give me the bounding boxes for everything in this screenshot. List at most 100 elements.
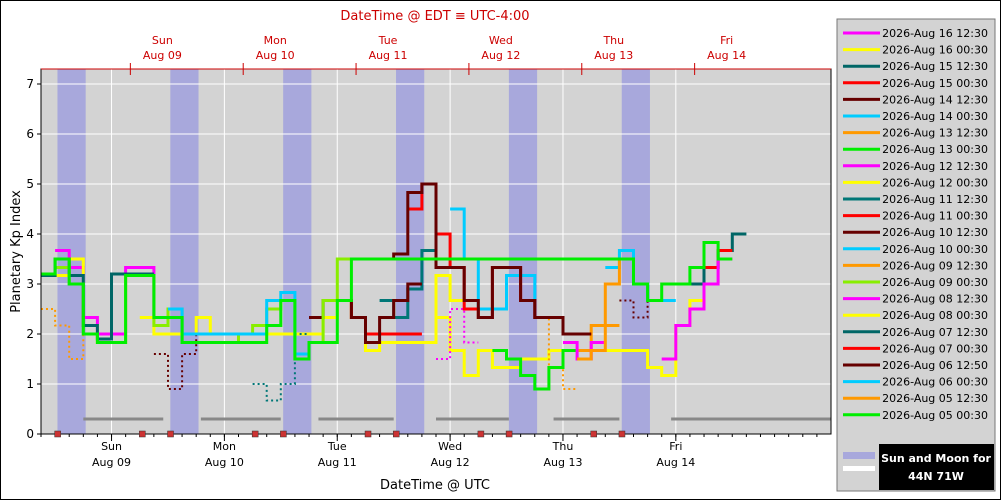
legend-box: [836, 18, 996, 492]
legend-entry: 2026-Aug 12 00:30: [882, 176, 988, 189]
top-tick-date: Aug 14: [707, 49, 746, 62]
x-axis-label: DateTime @ UTC: [380, 478, 490, 493]
series-observed-line: [661, 257, 733, 361]
x-tick-date: Aug 10: [205, 456, 244, 469]
night-band: [170, 69, 199, 434]
x-tick-day: Thu: [552, 440, 574, 453]
series-forecast-line: [619, 299, 662, 319]
legend-entry: 2026-Aug 15 00:30: [882, 77, 988, 90]
sun-moon-label: Sun and Moon for: [881, 452, 991, 465]
series-2026-aug-13-00-30: [492, 349, 578, 391]
legend-entry: 2026-Aug 13 00:30: [882, 143, 988, 156]
series-2026-aug-08-12-30: [661, 257, 733, 361]
y-tick-label: 0: [26, 427, 34, 441]
sunrise-sunset-marker: [364, 430, 372, 438]
top-tick-day: Fri: [720, 34, 733, 47]
legend-night-swatch: [843, 452, 875, 459]
y-axis-label: Planetary Kp Index: [9, 190, 24, 313]
night-band: [396, 69, 425, 434]
legend-entry: 2026-Aug 09 12:30: [882, 259, 988, 272]
top-tick-day: Tue: [378, 34, 398, 47]
legend-moon-swatch: [843, 466, 875, 471]
y-tick-label: 7: [26, 77, 34, 91]
top-tick-date: Aug 09: [143, 49, 182, 62]
legend-entry: 2026-Aug 14 00:30: [882, 110, 988, 123]
legend-entry: 2026-Aug 10 12:30: [882, 226, 988, 239]
y-tick-label: 5: [26, 177, 34, 191]
series-2026-aug-05-12-30: [577, 324, 620, 361]
legend-entry: 2026-Aug 14 12:30: [882, 93, 988, 106]
legend-entry: 2026-Aug 13 12:30: [882, 127, 988, 140]
top-tick-date: Aug 11: [369, 49, 408, 62]
x-tick-day: Wed: [438, 440, 462, 453]
legend: 2026-Aug 16 12:30 2026-Aug 16 00:30 2026-A…: [836, 18, 996, 492]
series-forecast-line: [153, 333, 211, 390]
x-tick-date: Aug 11: [318, 456, 357, 469]
legend-entry: 2026-Aug 12 12:30: [882, 160, 988, 173]
x-tick-day: Sun: [101, 440, 122, 453]
top-tick-day: Mon: [264, 34, 287, 47]
legend-entry: 2026-Aug 08 12:30: [882, 293, 988, 306]
sunrise-sunset-marker: [477, 430, 485, 438]
series-observed-line: [379, 182, 592, 336]
x-tick-date: Aug 12: [431, 456, 470, 469]
x-tick-day: Mon: [213, 440, 236, 453]
top-tick-date: Aug 13: [594, 49, 633, 62]
legend-entry: 2026-Aug 06 12:50: [882, 359, 988, 372]
legend-entry: 2026-Aug 11 00:30: [882, 210, 988, 223]
series-forecast-line: [41, 308, 98, 360]
x-tick-date: Aug 09: [92, 456, 131, 469]
series-layer: [41, 182, 747, 402]
location-label: 44N 71W: [908, 470, 964, 483]
y-tick-label: 4: [26, 227, 34, 241]
legend-entry: 2026-Aug 07 00:30: [882, 342, 988, 355]
legend-entry: 2026-Aug 11 12:30: [882, 193, 988, 206]
chart-title: DateTime @ EDT ≡ UTC-4:00: [340, 9, 529, 24]
legend-entry: 2026-Aug 06 00:30: [882, 376, 988, 389]
x-tick-day: Fri: [669, 440, 682, 453]
top-tick-day: Sun: [152, 34, 173, 47]
legend-entry: 2026-Aug 10 00:30: [882, 243, 988, 256]
series-observed-line: [41, 241, 733, 361]
top-tick-date: Aug 10: [256, 49, 295, 62]
x-axis-top: Sun Aug 09 Mon Aug 10 Tue Aug 11 Wed Aug 12 Thu A…: [41, 34, 831, 75]
y-tick-label: 2: [26, 327, 34, 341]
series-2026-aug-09-12-30: [41, 308, 98, 360]
legend-entry: 2026-Aug 16 12:30: [882, 27, 988, 40]
series-2026-aug-14-12-30: [619, 299, 662, 319]
series-2026-aug-05-00-30: [41, 241, 733, 361]
sunrise-sunset-marker: [618, 430, 626, 438]
series-observed-line: [492, 349, 578, 391]
top-tick-day: Wed: [489, 34, 513, 47]
sun-moon-box: Sun and Moon for 44N 71W: [879, 444, 994, 490]
sunrise-sunset-marker: [251, 430, 259, 438]
x-tick-date: Aug 14: [656, 456, 695, 469]
series-forecast-line: [436, 308, 479, 360]
legend-entry: 2026-Aug 16 00:30: [882, 44, 988, 57]
series-observed-line: [577, 324, 620, 361]
legend-entry: 2026-Aug 15 12:30: [882, 60, 988, 73]
top-tick-day: Thu: [602, 34, 624, 47]
sunrise-sunset-marker: [590, 430, 597, 438]
x-tick-day: Tue: [327, 440, 347, 453]
sunrise-sunset-marker: [392, 430, 400, 438]
sunrise-sunset-marker: [505, 430, 513, 438]
night-band: [283, 69, 312, 434]
sunrise-sunset-marker: [54, 430, 61, 438]
y-tick-label: 3: [26, 277, 34, 291]
sun-moon-box-bg: [879, 444, 994, 490]
x-axis-bottom: Sun Aug 09 Mon Aug 10 Tue Aug 11 Wed Aug 12 Thu A…: [40, 430, 831, 469]
series-2026-aug-06-12-50: [379, 182, 592, 336]
legend-entry: 2026-Aug 09 00:30: [882, 276, 988, 289]
y-tick-label: 1: [26, 377, 34, 391]
night-band: [508, 69, 538, 434]
sunrise-sunset-marker: [139, 430, 146, 438]
top-tick-date: Aug 12: [481, 49, 520, 62]
legend-entry: 2026-Aug 07 12:30: [882, 326, 988, 339]
legend-entry: 2026-Aug 05 12:30: [882, 392, 988, 405]
legend-entry: 2026-Aug 08 00:30: [882, 309, 988, 322]
sunrise-sunset-marker: [167, 430, 174, 438]
legend-entry: 2026-Aug 05 00:30: [882, 409, 988, 422]
